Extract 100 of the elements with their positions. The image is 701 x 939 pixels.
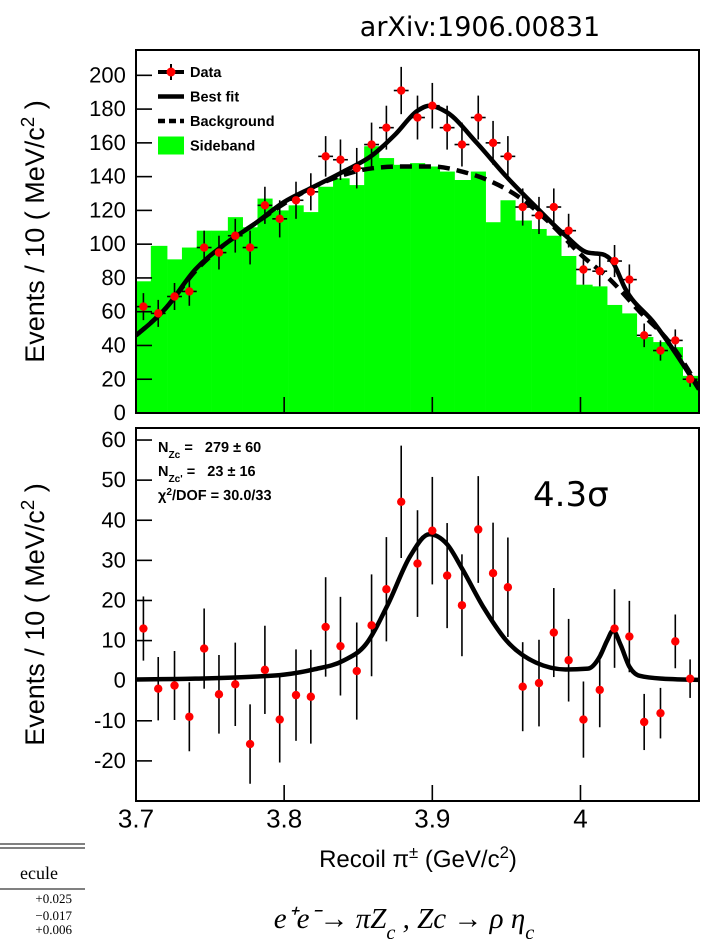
y-tick-label: 10 (101, 628, 126, 653)
point (321, 622, 330, 632)
point (170, 681, 179, 690)
point (686, 674, 694, 683)
point (474, 113, 482, 122)
y-tick-label: 50 (101, 467, 126, 492)
point (139, 624, 148, 633)
point (488, 569, 498, 578)
point (321, 152, 330, 161)
point (640, 718, 648, 726)
point (154, 309, 162, 318)
point (458, 601, 466, 610)
legend-label: Best fit (190, 90, 240, 106)
y-tick-label: 140 (89, 164, 126, 189)
annotation: χ$^{2}$/DOF = 30.0/33 (158, 486, 272, 504)
point (397, 498, 406, 506)
y-tick-label: 100 (89, 231, 126, 256)
point (367, 140, 376, 149)
point (504, 152, 512, 161)
y-tick-label: 160 (89, 130, 126, 155)
point (428, 102, 437, 110)
text: −0.017 (35, 908, 72, 923)
annotation: 4.3σ (533, 475, 609, 515)
point (488, 138, 498, 148)
point (518, 202, 527, 212)
text: ecule (20, 863, 58, 883)
point (413, 113, 422, 122)
y-tick-label: -10 (94, 708, 126, 733)
x-tick-label: 3.8 (266, 803, 302, 834)
point (367, 621, 376, 630)
point (214, 248, 224, 257)
point (534, 678, 544, 688)
point (185, 712, 194, 721)
point (336, 642, 345, 650)
y-tick-label: 0 (114, 668, 126, 693)
point (260, 201, 270, 210)
point (200, 243, 208, 252)
point (428, 526, 437, 535)
point (579, 715, 588, 724)
point (550, 202, 558, 212)
point (625, 632, 634, 641)
point (579, 265, 588, 274)
point (610, 256, 619, 266)
y-tick-label: 200 (89, 62, 126, 88)
text: +0.025 (35, 891, 72, 906)
y-tick-label: 30 (101, 547, 126, 572)
y-tick-label: 60 (101, 298, 126, 324)
point (276, 715, 284, 724)
y-tick-label: 40 (101, 507, 126, 532)
point (442, 123, 452, 132)
y-tick-label: -20 (94, 748, 126, 773)
point (413, 559, 422, 568)
x-tick-label: 3.9 (414, 803, 450, 834)
point (292, 196, 300, 204)
text: +0.006 (35, 922, 72, 937)
point (671, 637, 680, 646)
legend-label: Background (190, 114, 275, 130)
point (292, 690, 300, 700)
point (640, 331, 648, 340)
point (214, 690, 224, 699)
point (550, 628, 558, 637)
point (246, 243, 254, 252)
annotation: N$_{Zc}$ = 279 ± 60 (158, 440, 262, 460)
y-tick-label: 40 (101, 332, 126, 358)
point (306, 692, 316, 701)
y-tick-label: 80 (101, 264, 126, 290)
point (458, 140, 466, 149)
point (656, 346, 665, 355)
point (397, 86, 406, 95)
point (200, 644, 208, 653)
x-axis-title: Recoil π$^{±}$ (GeV/c$^{2}$) (319, 842, 517, 873)
legend-label: Sideband (190, 138, 256, 154)
point (231, 232, 240, 240)
point (625, 275, 634, 284)
point (139, 302, 148, 311)
point (185, 287, 194, 296)
annotation: N$_{Zc'}$ = 23 ± 16 (158, 464, 256, 484)
point (656, 708, 665, 718)
point (534, 211, 544, 220)
point (382, 123, 391, 132)
point (671, 336, 680, 345)
point (504, 583, 512, 592)
point (154, 684, 162, 693)
point (231, 680, 240, 688)
point (564, 656, 573, 664)
point (260, 666, 270, 674)
point (246, 740, 254, 748)
point (596, 266, 604, 276)
y-tick-label: 20 (101, 588, 126, 612)
point (564, 226, 573, 235)
point (170, 292, 179, 301)
point (474, 525, 482, 534)
point (336, 156, 345, 164)
point (352, 164, 361, 172)
y-tick-label: 180 (89, 96, 126, 122)
y-tick-label: 60 (101, 427, 126, 452)
y-tick-label: 20 (101, 366, 126, 392)
chart-title: arXiv:1906.00831 (360, 12, 600, 43)
point (382, 585, 391, 594)
y-tick-label: 120 (89, 197, 126, 222)
